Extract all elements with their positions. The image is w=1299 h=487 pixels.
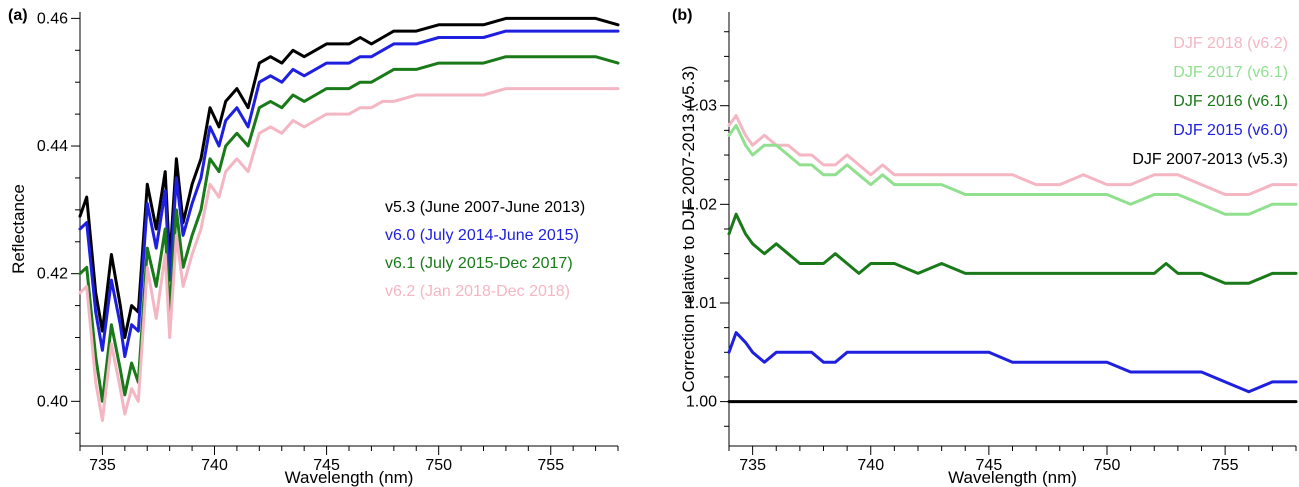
x-tick-label: 740 <box>201 457 228 474</box>
series-line-3 <box>78 55 620 403</box>
legend-entry: DJF 2016 (v6.1) <box>1173 93 1288 110</box>
x-tick-label: 735 <box>89 457 116 474</box>
chart-panel-a: (a) 735 740 745 750 755 0.40 0.42 0.44 0.46 Wavele… <box>8 7 620 487</box>
chart-panel-b: (b) 735 740 745 750 755 1.00 1.01 1.02 1.03 Wavele… <box>672 7 1298 487</box>
y-tick-label: 0.42 <box>37 266 68 283</box>
x-tick-label: 755 <box>537 457 564 474</box>
y-tick-label: 1.00 <box>686 394 717 411</box>
y-tick-label: 0.44 <box>37 138 68 155</box>
x-tick-label: 745 <box>313 457 340 474</box>
series-line-4 <box>78 87 620 422</box>
x-axis-label: Wavelength (nm) <box>948 468 1077 487</box>
y-tick-label: 1.01 <box>686 295 717 312</box>
x-tick-label: 750 <box>425 457 452 474</box>
series-line-3 <box>727 212 1298 285</box>
legend-entry: DJF 2007-2013 (v5.3) <box>1132 151 1288 168</box>
series-line-1 <box>78 16 620 339</box>
y-axis-label: Correction relative to DJF 2007-2013 (v5… <box>679 66 698 393</box>
legend-entry: DJF 2017 (v6.1) <box>1173 64 1288 81</box>
y-tick-label: 1.03 <box>686 98 717 115</box>
y-tick-label: 1.02 <box>686 196 717 213</box>
series-line-4 <box>727 331 1298 394</box>
panel-label: (b) <box>672 7 692 24</box>
x-tick-label: 755 <box>1212 457 1239 474</box>
x-tick-label: 735 <box>739 457 766 474</box>
series-line-2 <box>78 29 620 359</box>
series-line-1 <box>727 114 1298 196</box>
legend-entry: DJF 2015 (v6.0) <box>1173 122 1288 139</box>
legend-entry: DJF 2018 (v6.2) <box>1173 35 1288 52</box>
series-line-2 <box>727 123 1298 216</box>
y-tick-label: 0.40 <box>37 393 68 410</box>
legend-entry: v6.0 (July 2014-June 2015) <box>385 227 579 244</box>
panel-label: (a) <box>8 7 28 24</box>
y-tick-label: 0.46 <box>37 10 68 27</box>
legend-entry: v6.1 (July 2015-Dec 2017) <box>385 255 573 272</box>
legend-entry: v5.3 (June 2007-June 2013) <box>385 199 585 216</box>
y-axis-label: Reflectance <box>9 184 28 274</box>
x-tick-label: 745 <box>976 457 1003 474</box>
x-tick-label: 740 <box>857 457 884 474</box>
legend-entry: v6.2 (Jan 2018-Dec 2018) <box>385 283 570 300</box>
x-tick-label: 750 <box>1094 457 1121 474</box>
x-axis-label: Wavelength (nm) <box>285 468 414 487</box>
